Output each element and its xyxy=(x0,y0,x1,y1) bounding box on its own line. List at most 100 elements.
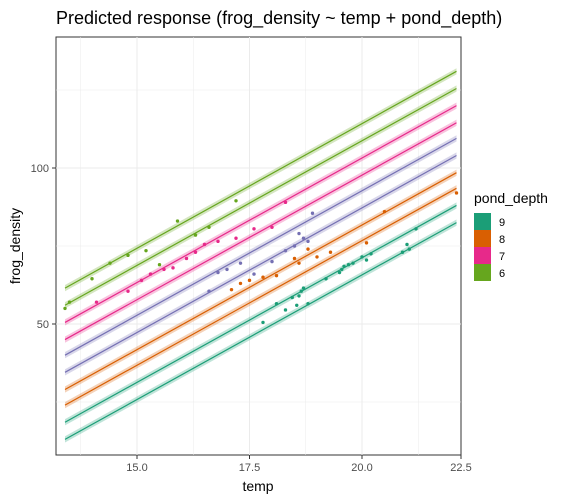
legend-label: 9 xyxy=(499,217,505,229)
data-point-8 xyxy=(315,255,319,259)
data-point-9 xyxy=(340,267,344,272)
prediction-line-7 xyxy=(64,137,457,356)
data-point-8 xyxy=(328,250,333,254)
data-point-9 xyxy=(407,247,411,251)
data-point-9 xyxy=(295,303,299,307)
data-point-7 xyxy=(234,236,238,240)
data-point-7 xyxy=(193,250,198,254)
data-point-7 xyxy=(283,248,288,253)
legend-title: pond_depth xyxy=(474,190,548,206)
data-point-6 xyxy=(144,248,148,253)
data-point-9 xyxy=(297,294,301,298)
data-point-8 xyxy=(306,247,310,251)
data-point-8 xyxy=(292,256,297,261)
data-point-7 xyxy=(283,200,288,205)
data-point-7 xyxy=(292,244,297,248)
data-point-7 xyxy=(216,270,220,275)
data-point-8 xyxy=(261,275,265,279)
data-point-7 xyxy=(270,225,274,229)
data-point-7 xyxy=(310,211,315,215)
data-point-7 xyxy=(184,256,189,261)
x-axis-title: temp xyxy=(242,478,273,494)
legend-label: 7 xyxy=(499,251,505,263)
y-axis-ticks: 50 100 xyxy=(31,163,56,331)
data-point-7 xyxy=(238,261,243,265)
data-point-9 xyxy=(400,250,405,254)
data-point-6 xyxy=(234,199,238,203)
data-point-7 xyxy=(270,259,274,264)
legend-key-7 xyxy=(474,247,491,264)
data-point-8 xyxy=(247,278,252,283)
data-points xyxy=(63,191,459,325)
prediction-line-7 xyxy=(64,155,457,373)
y-tick-label: 100 xyxy=(31,163,49,175)
data-point-7 xyxy=(126,289,130,293)
prediction-lines xyxy=(64,70,457,440)
x-tick-label: 20.0 xyxy=(351,462,372,474)
legend-keys: 9 8 7 6 xyxy=(474,213,505,281)
data-point-8 xyxy=(454,191,459,195)
data-point-7 xyxy=(306,239,310,244)
chart-title: Predicted response (frog_density ~ temp … xyxy=(56,8,502,29)
data-point-7 xyxy=(225,267,229,272)
data-point-7 xyxy=(162,267,166,272)
data-point-6 xyxy=(126,253,130,258)
data-point-7 xyxy=(216,239,220,244)
data-point-6 xyxy=(63,306,67,311)
data-point-7 xyxy=(139,278,144,283)
data-point-8 xyxy=(238,281,243,286)
x-tick-label: 17.5 xyxy=(239,462,260,474)
data-point-9 xyxy=(301,286,306,290)
y-axis-title: frog_density xyxy=(7,208,23,284)
data-point-6 xyxy=(108,261,112,265)
data-point-6 xyxy=(90,277,94,281)
x-tick-label: 22.5 xyxy=(450,462,471,474)
legend-key-9 xyxy=(474,213,491,230)
data-point-7 xyxy=(252,227,256,231)
legend-key-6 xyxy=(474,264,491,281)
data-point-6 xyxy=(193,233,198,237)
data-point-9 xyxy=(351,261,355,265)
data-point-7 xyxy=(202,242,207,247)
data-point-8 xyxy=(274,273,279,278)
prediction-line-9 xyxy=(64,222,457,440)
data-point-7 xyxy=(148,272,153,276)
prediction-line-7 xyxy=(64,122,457,341)
x-axis-ticks: 15.0 17.5 20.0 22.5 xyxy=(126,455,472,474)
data-point-6 xyxy=(175,219,180,223)
data-point-6 xyxy=(157,263,162,267)
data-point-9 xyxy=(346,263,351,267)
prediction-line-8 xyxy=(64,187,457,406)
data-point-9 xyxy=(337,270,342,275)
data-point-9 xyxy=(299,289,303,293)
grid-lines xyxy=(56,37,461,455)
data-point-9 xyxy=(405,242,409,247)
data-point-9 xyxy=(290,295,294,300)
data-point-8 xyxy=(297,261,301,265)
data-point-9 xyxy=(364,258,369,262)
prediction-line-6 xyxy=(64,87,457,306)
data-point-9 xyxy=(342,264,346,268)
data-point-6 xyxy=(67,300,72,304)
prediction-line-6 xyxy=(64,70,457,289)
data-point-9 xyxy=(414,227,418,231)
data-point-8 xyxy=(382,209,387,214)
data-point-9 xyxy=(324,277,328,281)
prediction-line-8 xyxy=(64,172,457,391)
data-point-9 xyxy=(274,302,279,306)
prediction-line-9 xyxy=(64,204,457,423)
data-point-7 xyxy=(297,231,301,236)
legend: pond_depth 9 8 7 6 xyxy=(474,190,548,281)
data-point-8 xyxy=(229,287,234,292)
data-point-7 xyxy=(94,300,99,304)
data-point-7 xyxy=(171,266,175,270)
y-tick-label: 50 xyxy=(37,319,49,331)
data-point-9 xyxy=(369,252,373,256)
legend-key-8 xyxy=(474,230,491,247)
data-point-6 xyxy=(207,225,211,229)
legend-label: 8 xyxy=(499,234,505,246)
data-point-7 xyxy=(301,236,306,240)
x-tick-label: 15.0 xyxy=(126,462,147,474)
data-point-7 xyxy=(252,272,256,276)
